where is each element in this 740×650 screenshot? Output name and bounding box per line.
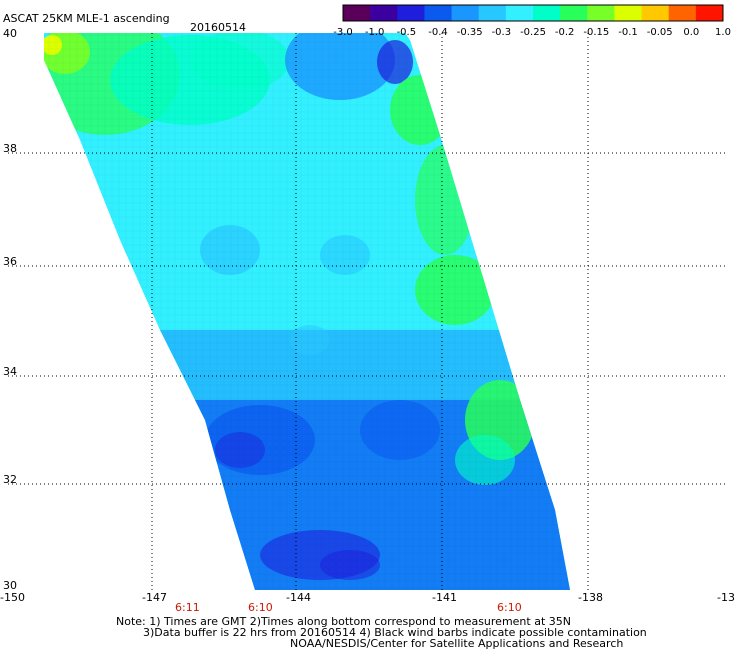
- lat-label: 30: [3, 579, 17, 592]
- colorbar-tick-label: -0.1: [618, 27, 638, 38]
- product-date: 20160514: [190, 21, 246, 34]
- lat-label: 40: [3, 27, 17, 40]
- time-label: 6:10: [497, 601, 522, 614]
- colorbar-swatch: [370, 5, 398, 21]
- colorbar-swatch: [533, 5, 561, 21]
- note-line-3: NOAA/NESDIS/Center for Satellite Applica…: [290, 637, 624, 650]
- colorbar-tick-label: -0.15: [583, 27, 610, 38]
- lon-label: -147: [142, 591, 167, 604]
- lat-label: 36: [3, 255, 17, 268]
- colorbar-swatch: [397, 5, 425, 21]
- colorbar-swatch: [695, 5, 724, 21]
- lon-label: -141: [432, 591, 457, 604]
- note-line-1: Note: 1) Times are GMT 2)Times along bot…: [116, 615, 571, 628]
- colorbar-tick-label: -0.4: [428, 27, 448, 38]
- colorbar-swatch: [560, 5, 588, 21]
- colorbar-swatch: [641, 5, 670, 21]
- time-label: 6:11: [175, 601, 200, 614]
- colorbar-tick-label: -3.0: [333, 27, 353, 38]
- colorbar-swatch: [478, 5, 507, 21]
- product-title: ASCAT 25KM MLE-1 ascending: [3, 12, 170, 25]
- lat-label: 34: [3, 365, 17, 378]
- note-line-2: 3)Data buffer is 22 hrs from 20160514 4)…: [143, 626, 647, 639]
- colorbar-tick-label: -0.5: [396, 27, 417, 38]
- colorbar-swatch: [505, 5, 534, 21]
- colorbar-tick-label: -0.05: [646, 27, 673, 38]
- colorbar-swatch: [451, 5, 480, 21]
- lat-label: 32: [3, 473, 17, 486]
- colorbar-swatch: [424, 5, 453, 21]
- lon-label: -144: [286, 591, 311, 604]
- colorbar-tick-label: -0.3: [491, 27, 512, 38]
- colorbar-swatch: [343, 5, 371, 21]
- lon-label: -13: [717, 591, 735, 604]
- colorbar: [342, 4, 724, 22]
- colorbar-labels: -3.0 -1.0 -0.5 -0.4 -0.35 -0.3 -0.25 -0.2 -0.15-…: [333, 27, 731, 39]
- colorbar-tick-label: 1.0: [715, 27, 731, 38]
- colorbar-tick-label: -0.35: [456, 27, 483, 38]
- colorbar-tick-label: 0.0: [683, 27, 700, 38]
- data-swath: [44, 33, 570, 590]
- lon-label: -138: [578, 591, 603, 604]
- colorbar-tick-label: -1.0: [364, 27, 385, 38]
- colorbar-swatch: [587, 5, 615, 21]
- graticule: [8, 33, 728, 592]
- colorbar-tick-label: -0.2: [554, 27, 575, 38]
- lat-label: 38: [3, 142, 17, 155]
- colorbar-tick-label: -0.25: [520, 27, 546, 38]
- time-label: 6:10: [248, 601, 273, 614]
- lon-label: -150: [0, 591, 25, 604]
- colorbar-swatch: [668, 5, 697, 21]
- colorbar-swatch: [614, 5, 643, 21]
